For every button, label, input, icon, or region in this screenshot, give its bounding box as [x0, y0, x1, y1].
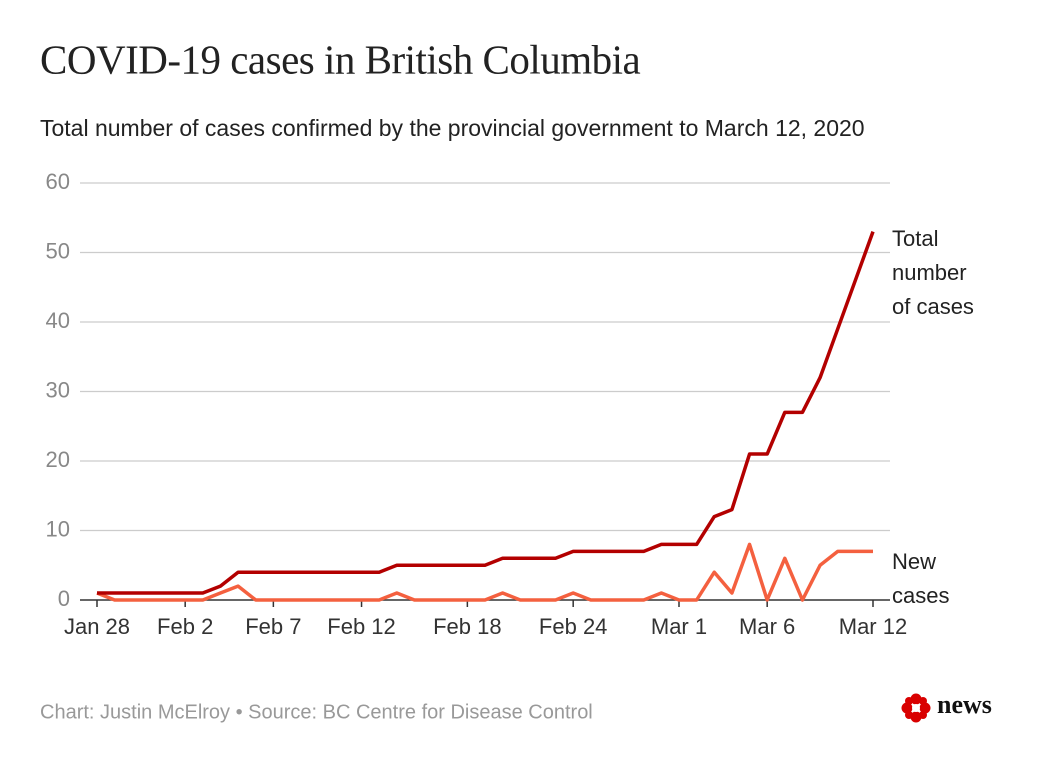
logo-gem [901, 693, 931, 723]
x-tick-label: Feb 18 [433, 614, 502, 639]
y-tick-label: 20 [46, 447, 70, 472]
chart-title: COVID-19 cases in British Columbia [40, 36, 641, 82]
series-line [96, 542, 873, 602]
x-tick-label: Feb 2 [157, 614, 213, 639]
y-tick-label: 0 [58, 586, 70, 611]
x-tick-label: Jan 28 [64, 614, 130, 639]
y-tick-label: 30 [46, 377, 70, 402]
y-tick-label: 40 [46, 308, 70, 333]
series-label: New cases [892, 549, 950, 609]
series-line [97, 231, 875, 595]
logo-text: news [937, 690, 992, 719]
x-tick-label: Feb 12 [327, 614, 396, 639]
y-tick-label: 60 [46, 169, 70, 194]
x-tick-label: Mar 1 [651, 614, 707, 639]
x-tick-label: Mar 12 [839, 614, 907, 639]
chart-subtitle: Total number of cases confirmed by the p… [40, 115, 865, 141]
series-label: Total number of cases [892, 225, 974, 319]
y-tick-label: 10 [46, 516, 70, 541]
y-tick-label: 50 [46, 238, 70, 263]
source: Chart: Justin McElroy • Source: BC Centr… [40, 701, 593, 723]
x-tick-label: Mar 6 [739, 614, 795, 639]
x-tick-label: Feb 24 [539, 614, 608, 639]
x-tick-label: Feb 7 [245, 614, 301, 639]
